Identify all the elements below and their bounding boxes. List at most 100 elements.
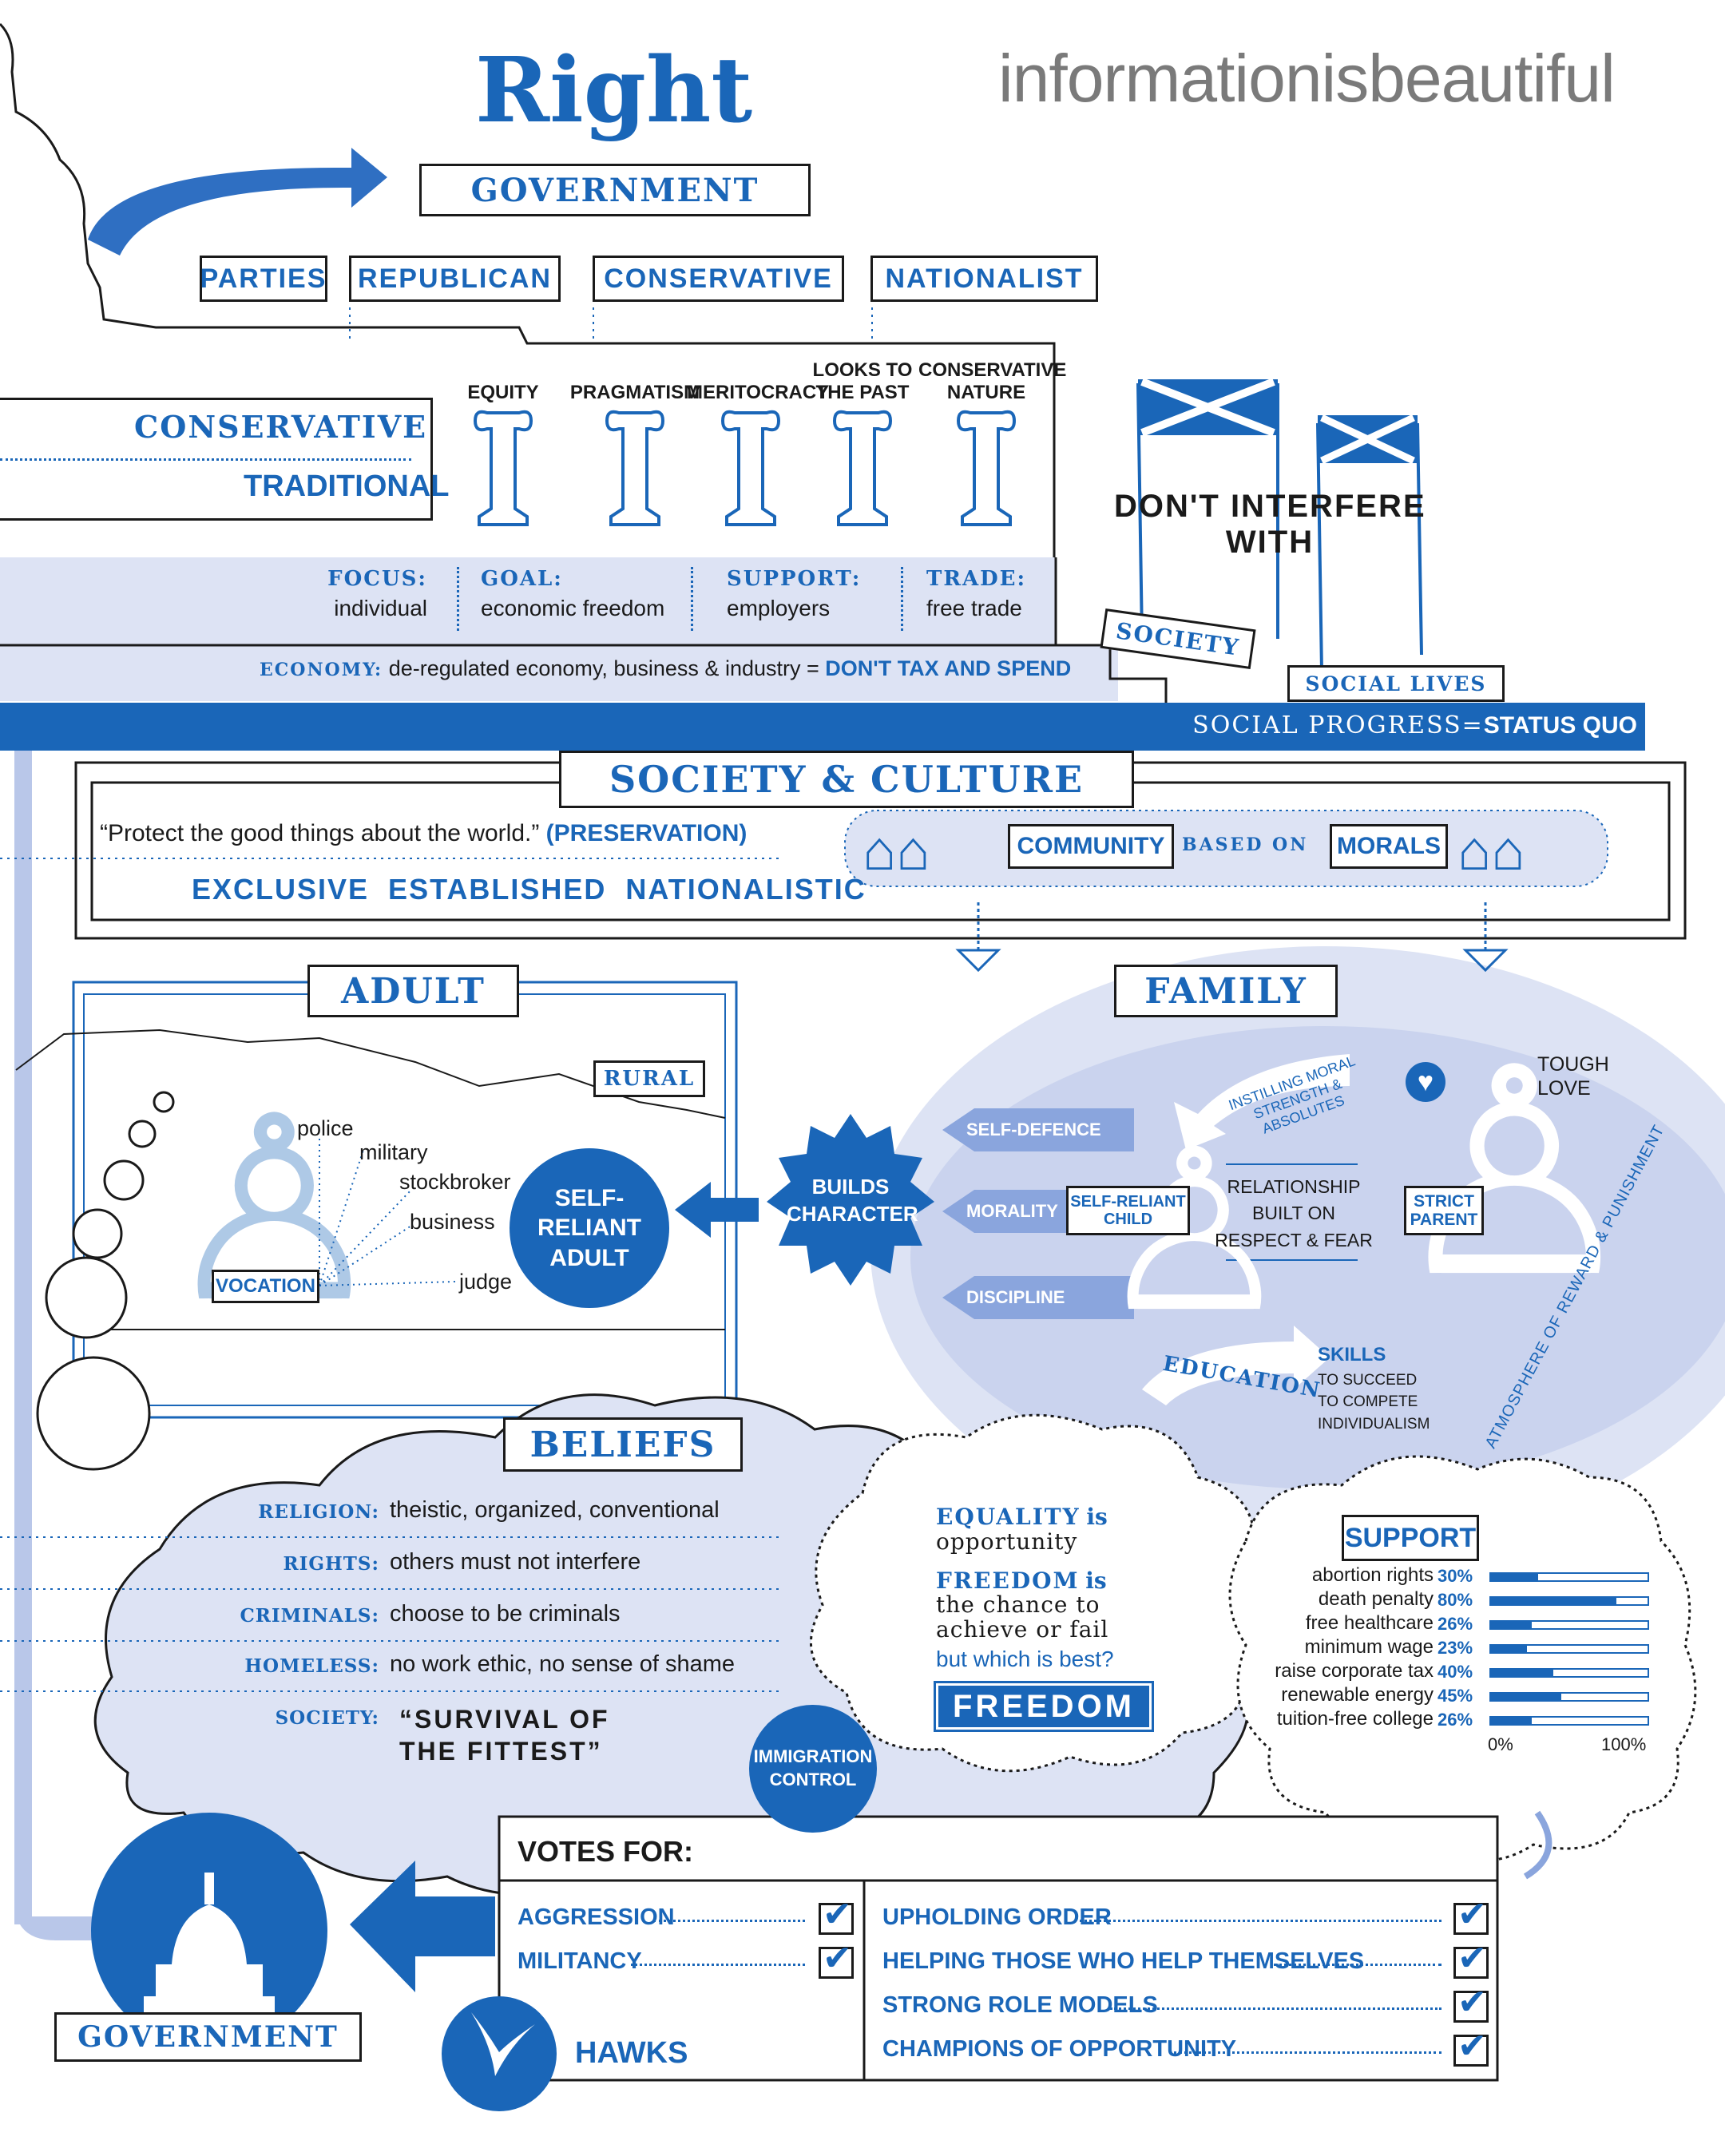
- support-item-label: death penalty: [1318, 1588, 1434, 1610]
- support-item-fill: [1491, 1622, 1532, 1628]
- support-item-bar: [1489, 1692, 1649, 1702]
- hawk-icon: [442, 1996, 557, 2111]
- belief-label-religion: RELIGION:: [258, 1501, 379, 1523]
- support-item-percent: 30%: [1438, 1566, 1473, 1586]
- family-banner: FAMILY: [1114, 965, 1338, 1017]
- support-axis-min: 0%: [1488, 1734, 1513, 1754]
- vote-upholding-order: UPHOLDING ORDER: [882, 1904, 1112, 1930]
- pillar-icon: [605, 410, 665, 526]
- social-progress: SOCIAL PROGRESS=STATUS QUO: [1192, 711, 1637, 739]
- job-police: police: [297, 1116, 354, 1140]
- adult-banner: ADULT: [307, 965, 519, 1017]
- economy-emphasis: DON'T TAX AND SPEND: [825, 656, 1072, 680]
- strict-parent-tag: STRICT PARENT: [1404, 1186, 1484, 1235]
- pillar-pragmatism: PRAGMATISM: [563, 359, 707, 533]
- skills-text: SKILLS TO SUCCEED TO COMPETE INDIVIDUALI…: [1318, 1344, 1430, 1433]
- support-item-percent: 40%: [1438, 1662, 1473, 1682]
- focus-item: GOAL: economic freedom: [481, 567, 665, 620]
- outlook-divider: [0, 458, 411, 461]
- support-item-label: abortion rights: [1311, 1564, 1434, 1586]
- support-item-bar: [1489, 1596, 1649, 1606]
- equality-freedom-panel: EQUALITY is opportunity FREEDOM is the c…: [934, 1504, 1200, 1732]
- support-item-percent: 45%: [1438, 1686, 1473, 1706]
- house-icon: ⌂⌂: [862, 819, 930, 882]
- job-military: military: [359, 1140, 428, 1164]
- vocation-tag: VOCATION: [212, 1270, 319, 1303]
- belief-label-homeless: HOMELESS:: [244, 1655, 379, 1677]
- votes-title: VOTES FOR:: [518, 1835, 694, 1868]
- hawks-label: HAWKS: [575, 2036, 688, 2070]
- support-item-percent: 80%: [1438, 1590, 1473, 1610]
- support-item-percent: 26%: [1438, 1614, 1473, 1634]
- freedom-answer-badge: FREEDOM: [934, 1680, 1154, 1732]
- house-icon: ⌂⌂: [1457, 819, 1525, 882]
- vote-helping-themselves: HELPING THOSE WHO HELP THEMSELVES: [882, 1948, 1365, 1974]
- economy-text: de-regulated economy, business & industr…: [388, 656, 819, 680]
- support-item-label: free healthcare: [1305, 1612, 1434, 1634]
- trait-discipline: DISCIPLINE: [942, 1276, 1134, 1319]
- support-chart: abortion rights 30% death penalty 80% free h…: [1234, 1564, 1649, 1761]
- support-item-fill: [1491, 1598, 1616, 1604]
- vote-leader: [1074, 1920, 1441, 1922]
- support-item-fill: [1491, 1670, 1554, 1676]
- pillar-icon: [473, 410, 533, 526]
- self-reliant-adult-circle: SELF- RELIANT ADULT: [510, 1148, 669, 1308]
- support-item-bar: [1489, 1668, 1649, 1678]
- tough-love-text: TOUGH LOVE: [1537, 1053, 1609, 1100]
- pillar-looks-to-past: LOOKS TO THE PAST: [811, 359, 914, 533]
- focus-item: FOCUS: individual: [327, 567, 427, 620]
- starburst: [767, 1114, 934, 1286]
- capitol-icon: [91, 1813, 327, 2049]
- vote-leader: [631, 1964, 805, 1966]
- immigration-control-circle: IMMIGRATION CONTROL: [749, 1705, 877, 1833]
- pillars-row: EQUITY PRAGMATISM MERITOCRACY LOOKS TO T…: [447, 359, 1066, 535]
- support-item-fill: [1491, 1646, 1528, 1652]
- support-axis-max: 100%: [1601, 1734, 1647, 1754]
- pillar-meritocracy: MERITOCRACY: [687, 359, 829, 533]
- government-banner-bottom: GOVERNMENT: [54, 2012, 362, 2062]
- belief-value-rights: others must not interfere: [390, 1549, 641, 1575]
- beliefs-banner: BELIEFS: [503, 1417, 743, 1472]
- pillar-conservative-nature: CONSERVATIVE NATURE: [918, 359, 1066, 533]
- vote-check: ✔: [1453, 1895, 1489, 1935]
- outlook-traditional: TRADITIONAL: [244, 470, 450, 503]
- economy-label: ECONOMY:: [260, 660, 383, 680]
- vote-leader: [653, 1920, 805, 1922]
- support-item-label: renewable energy: [1281, 1684, 1434, 1706]
- party-tag-parties: PARTIES: [200, 256, 327, 302]
- support-item-percent: 23%: [1438, 1638, 1473, 1658]
- support-item-percent: 26%: [1438, 1710, 1473, 1730]
- vote-check: ✔: [1453, 1939, 1489, 1979]
- society-culture-banner: SOCIETY & CULTURE: [559, 751, 1134, 808]
- community-tag: COMMUNITY: [1008, 824, 1174, 869]
- focus-item: SUPPORT: employers: [727, 567, 862, 620]
- self-reliant-child-tag: SELF-RELIANT CHILD: [1066, 1186, 1190, 1235]
- support-item-bar: [1489, 1716, 1649, 1726]
- party-tag-nationalist: NATIONALIST: [870, 256, 1098, 302]
- belief-label-rights: RIGHTS:: [283, 1553, 379, 1575]
- focus-divider: [901, 567, 903, 631]
- focus-row: FOCUS: individual GOAL: economic freedom…: [303, 567, 1054, 639]
- vote-militancy: MILITANCY: [518, 1948, 642, 1974]
- party-tag-republican: REPUBLICAN: [349, 256, 561, 302]
- support-item-bar: [1489, 1620, 1649, 1630]
- support-item-label: minimum wage: [1304, 1636, 1434, 1658]
- society-keywords: EXCLUSIVE ESTABLISHED NATIONALISTIC: [192, 873, 866, 906]
- relationship-text: RELATIONSHIP BUILT ON RESPECT & FEAR: [1215, 1176, 1373, 1250]
- page-title: Right: [475, 38, 753, 143]
- trait-self-defence: SELF-DEFENCE: [942, 1108, 1134, 1151]
- support-title: SUPPORT: [1342, 1515, 1479, 1561]
- pillar-equity: EQUITY: [447, 359, 559, 533]
- vote-check: ✔: [819, 1939, 854, 1979]
- focus-divider: [691, 567, 693, 631]
- vote-leader: [1274, 1964, 1441, 1966]
- vote-leader: [1110, 2007, 1441, 2010]
- economy-row: ECONOMY: de-regulated economy, business …: [260, 656, 1071, 681]
- support-item-bar: [1489, 1572, 1649, 1582]
- party-tag-conservative: CONSERVATIVE: [593, 256, 844, 302]
- brand-logo: informationisbeautiful: [998, 41, 1616, 116]
- focus-item: TRADE: free trade: [926, 567, 1027, 620]
- builds-character-label: BUILDS CHARACTER: [787, 1175, 918, 1226]
- heart-icon: ♥: [1406, 1062, 1445, 1102]
- rural-tag: RURAL: [593, 1060, 705, 1097]
